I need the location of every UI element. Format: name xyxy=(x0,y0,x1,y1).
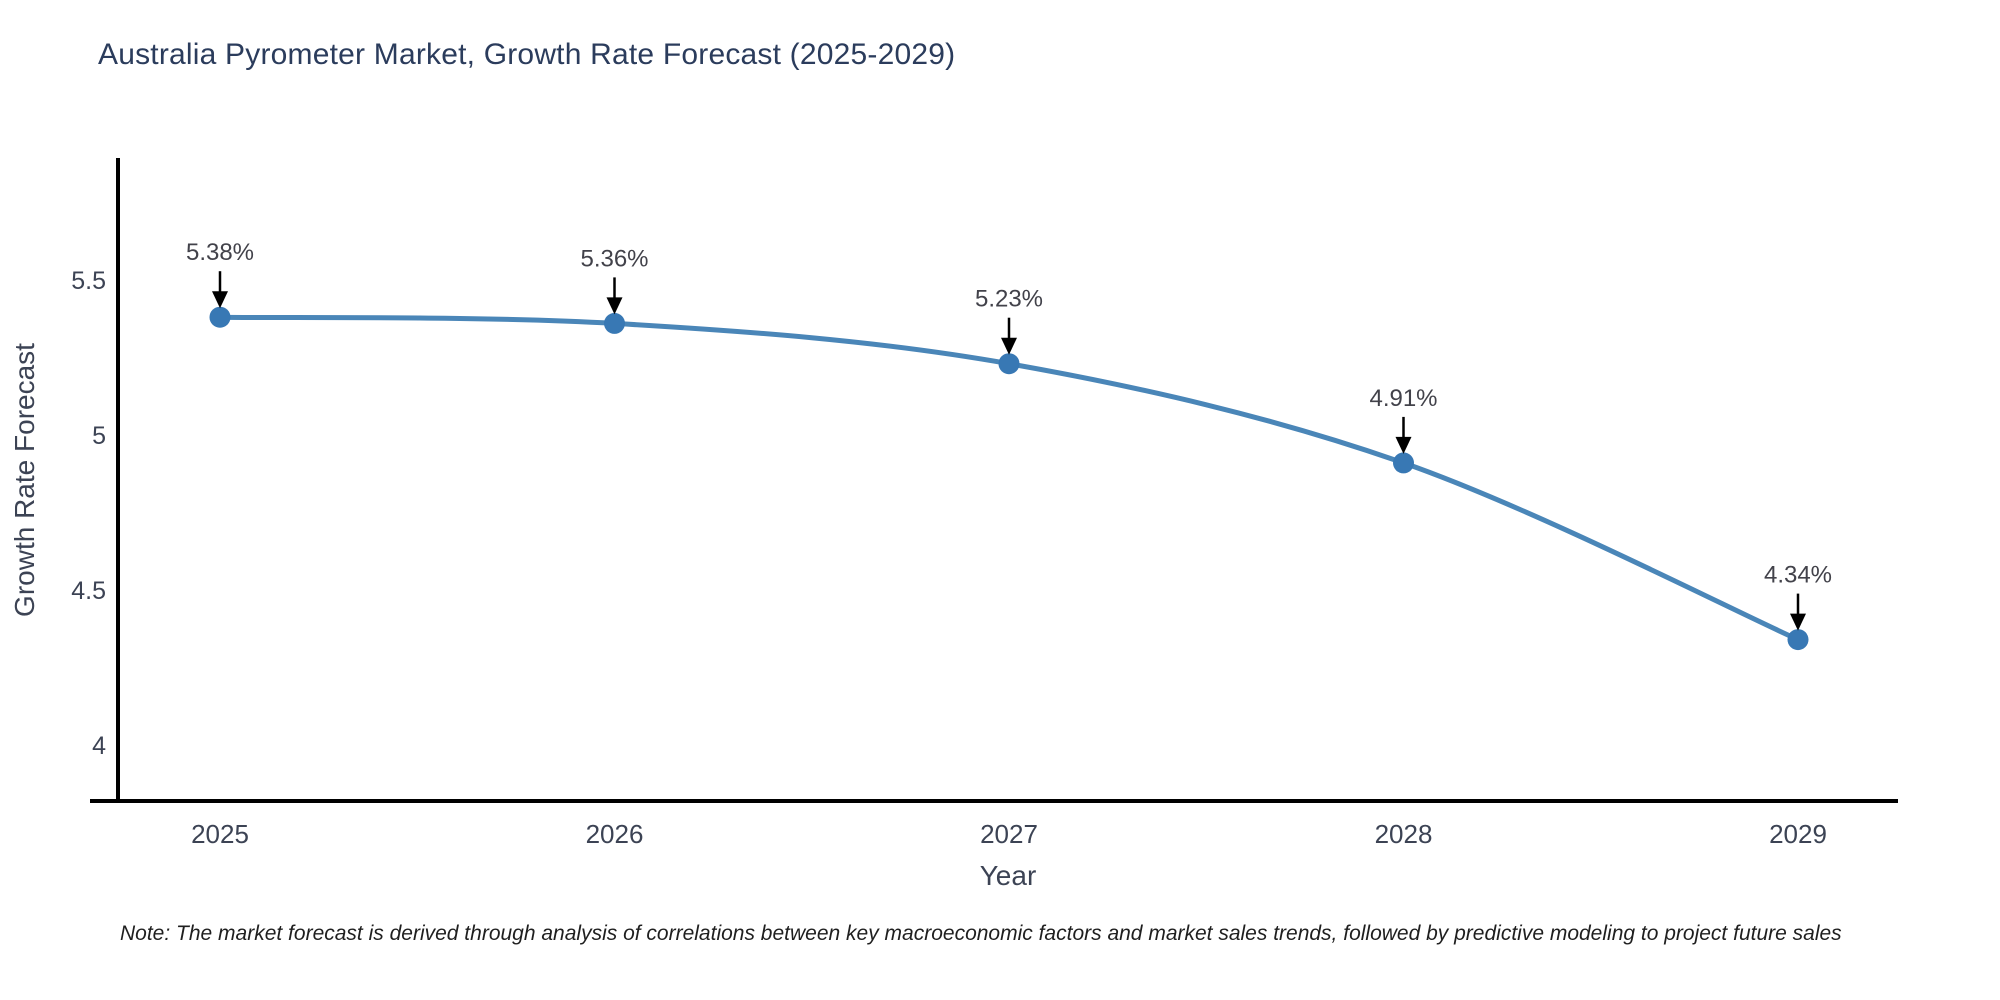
x-axis-title: Year xyxy=(980,860,1037,891)
point-value-label: 5.36% xyxy=(580,245,648,272)
data-point xyxy=(209,306,231,328)
x-tick-label: 2026 xyxy=(586,819,644,849)
chart-title: Australia Pyrometer Market, Growth Rate … xyxy=(98,38,956,71)
data-point xyxy=(998,353,1020,375)
annotation-arrowhead-icon xyxy=(1001,337,1017,355)
y-tick-label: 4.5 xyxy=(71,577,106,605)
y-tick-label: 4 xyxy=(92,732,106,760)
point-value-label: 4.34% xyxy=(1764,562,1832,589)
x-tick-label: 2025 xyxy=(191,819,249,849)
point-value-label: 5.23% xyxy=(975,286,1043,313)
point-value-label: 4.91% xyxy=(1369,385,1437,412)
annotation-arrowhead-icon xyxy=(1395,436,1412,454)
annotation-arrowhead-icon xyxy=(1790,613,1806,631)
y-tick-label: 5 xyxy=(92,422,106,450)
point-value-label: 5.38% xyxy=(186,239,254,266)
x-tick-label: 2029 xyxy=(1769,819,1827,849)
data-point xyxy=(604,312,625,334)
y-tick-label: 5.5 xyxy=(71,267,106,295)
data-point xyxy=(1787,629,1809,651)
annotation-arrowhead-icon xyxy=(606,297,623,315)
y-axis-title: Growth Rate Forecast xyxy=(9,343,40,617)
x-tick-label: 2027 xyxy=(980,819,1038,849)
data-point xyxy=(1393,452,1414,474)
footnote: Note: The market forecast is derived thr… xyxy=(120,922,1842,945)
x-tick-label: 2028 xyxy=(1375,819,1433,849)
annotation-arrowhead-icon xyxy=(212,291,228,309)
